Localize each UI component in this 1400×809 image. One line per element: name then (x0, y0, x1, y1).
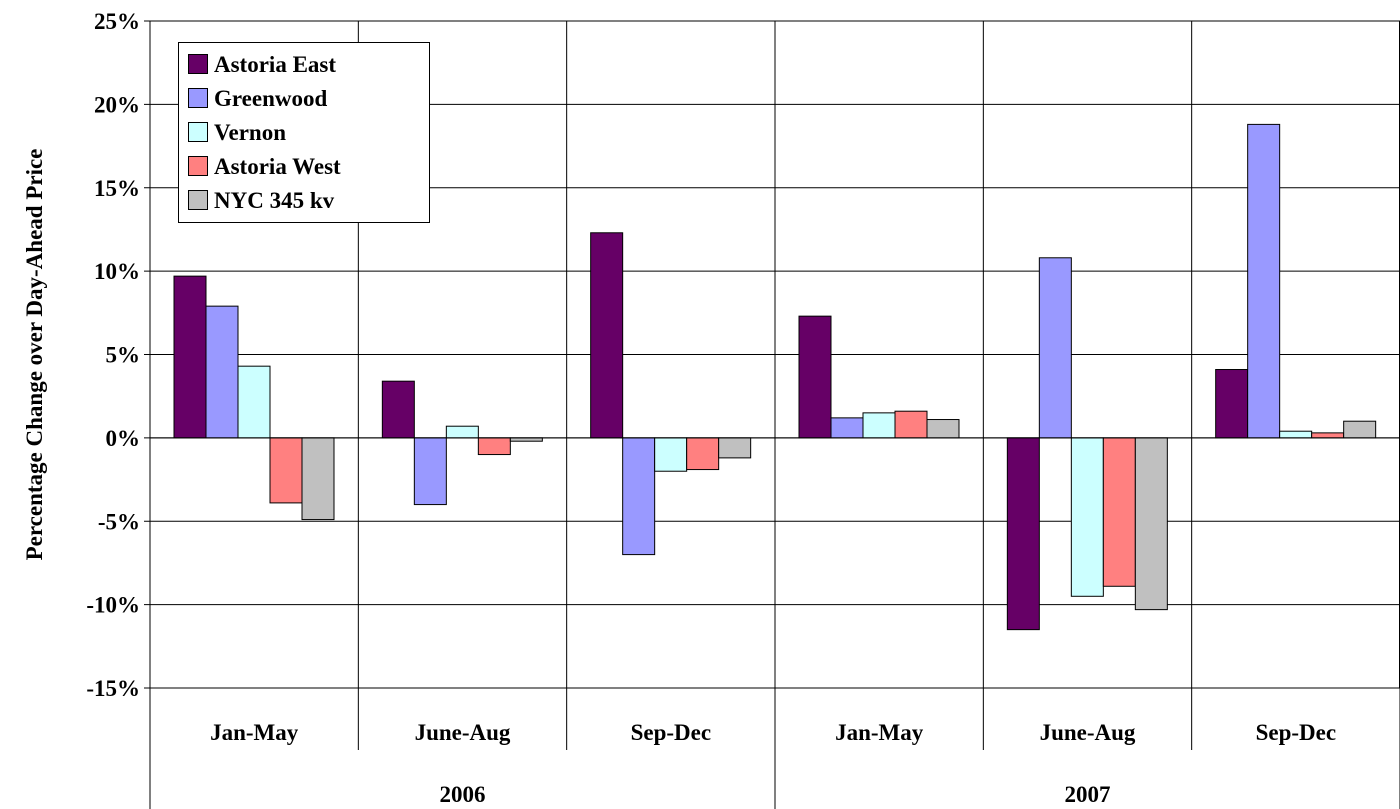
legend-label: NYC 345 kv (214, 187, 335, 213)
bar-astoria-east (381, 380, 415, 439)
category-label: Sep-Dec (1256, 720, 1336, 745)
bar-greenwood (830, 417, 864, 439)
category-label: June-Aug (415, 720, 511, 745)
bar-vernon (1070, 437, 1104, 597)
legend-swatch (188, 122, 208, 142)
legend-swatch (188, 190, 208, 210)
bar-astoria-east (590, 232, 624, 439)
legend-item: Greenwood (179, 81, 429, 115)
category-label: June-Aug (1040, 720, 1136, 745)
bar-vernon (237, 365, 271, 439)
group-label: 2006 (440, 782, 486, 807)
category-label: Jan-May (835, 720, 924, 745)
y-tick-label: 0% (106, 426, 141, 451)
bar-astoria-west (894, 410, 928, 439)
bar-astoria-west (686, 437, 720, 471)
legend-swatch (188, 88, 208, 108)
legend-label: Vernon (214, 119, 286, 145)
bar-greenwood (1038, 257, 1072, 439)
legend-label: Greenwood (214, 85, 328, 111)
y-tick-label: 20% (94, 92, 140, 117)
group-label: 2007 (1065, 782, 1111, 807)
y-tick-label: 25% (94, 9, 140, 34)
bar-astoria-west (1311, 432, 1345, 439)
y-tick-label: 15% (94, 176, 140, 201)
bar-astoria-east (798, 315, 832, 439)
category-label: Jan-May (210, 720, 299, 745)
y-tick-label: -15% (86, 676, 140, 701)
category-label: Sep-Dec (631, 720, 711, 745)
bar-greenwood (1247, 123, 1281, 439)
bar-astoria-east (173, 275, 207, 439)
bar-nyc-345-kv (718, 437, 752, 459)
y-tick-label: -5% (98, 509, 140, 534)
bar-astoria-west (1102, 437, 1136, 587)
legend-swatch (188, 156, 208, 176)
bar-vernon (1279, 430, 1313, 439)
legend-item: NYC 345 kv (179, 183, 429, 217)
bar-nyc-345-kv (1343, 420, 1377, 439)
bar-astoria-west (269, 437, 303, 504)
bar-greenwood (622, 437, 656, 556)
bar-greenwood (205, 305, 239, 439)
bar-vernon (862, 412, 896, 439)
legend-item: Astoria East (179, 47, 429, 81)
bar-astoria-east (1215, 369, 1249, 439)
bar-vernon (654, 437, 688, 472)
bar-vernon (445, 425, 479, 439)
legend-item: Astoria West (179, 149, 429, 183)
legend-label: Astoria East (214, 51, 337, 77)
y-tick-label: 10% (94, 259, 140, 284)
bar-nyc-345-kv (509, 437, 543, 442)
bar-astoria-east (1006, 437, 1040, 631)
bar-astoria-west (477, 437, 511, 456)
bar-greenwood (413, 437, 447, 506)
legend-label: Astoria West (214, 153, 341, 179)
legend-item: Vernon (179, 115, 429, 149)
bar-nyc-345-kv (926, 419, 960, 439)
y-tick-label: 5% (106, 343, 141, 368)
y-tick-label: -10% (86, 593, 140, 618)
legend: Astoria East Greenwood Vernon Astoria West N… (178, 42, 430, 223)
legend-swatch (188, 54, 208, 74)
bar-nyc-345-kv (1134, 437, 1168, 611)
bar-nyc-345-kv (301, 437, 335, 521)
y-axis-title: Percentage Change over Day-Ahead Price (22, 149, 47, 561)
